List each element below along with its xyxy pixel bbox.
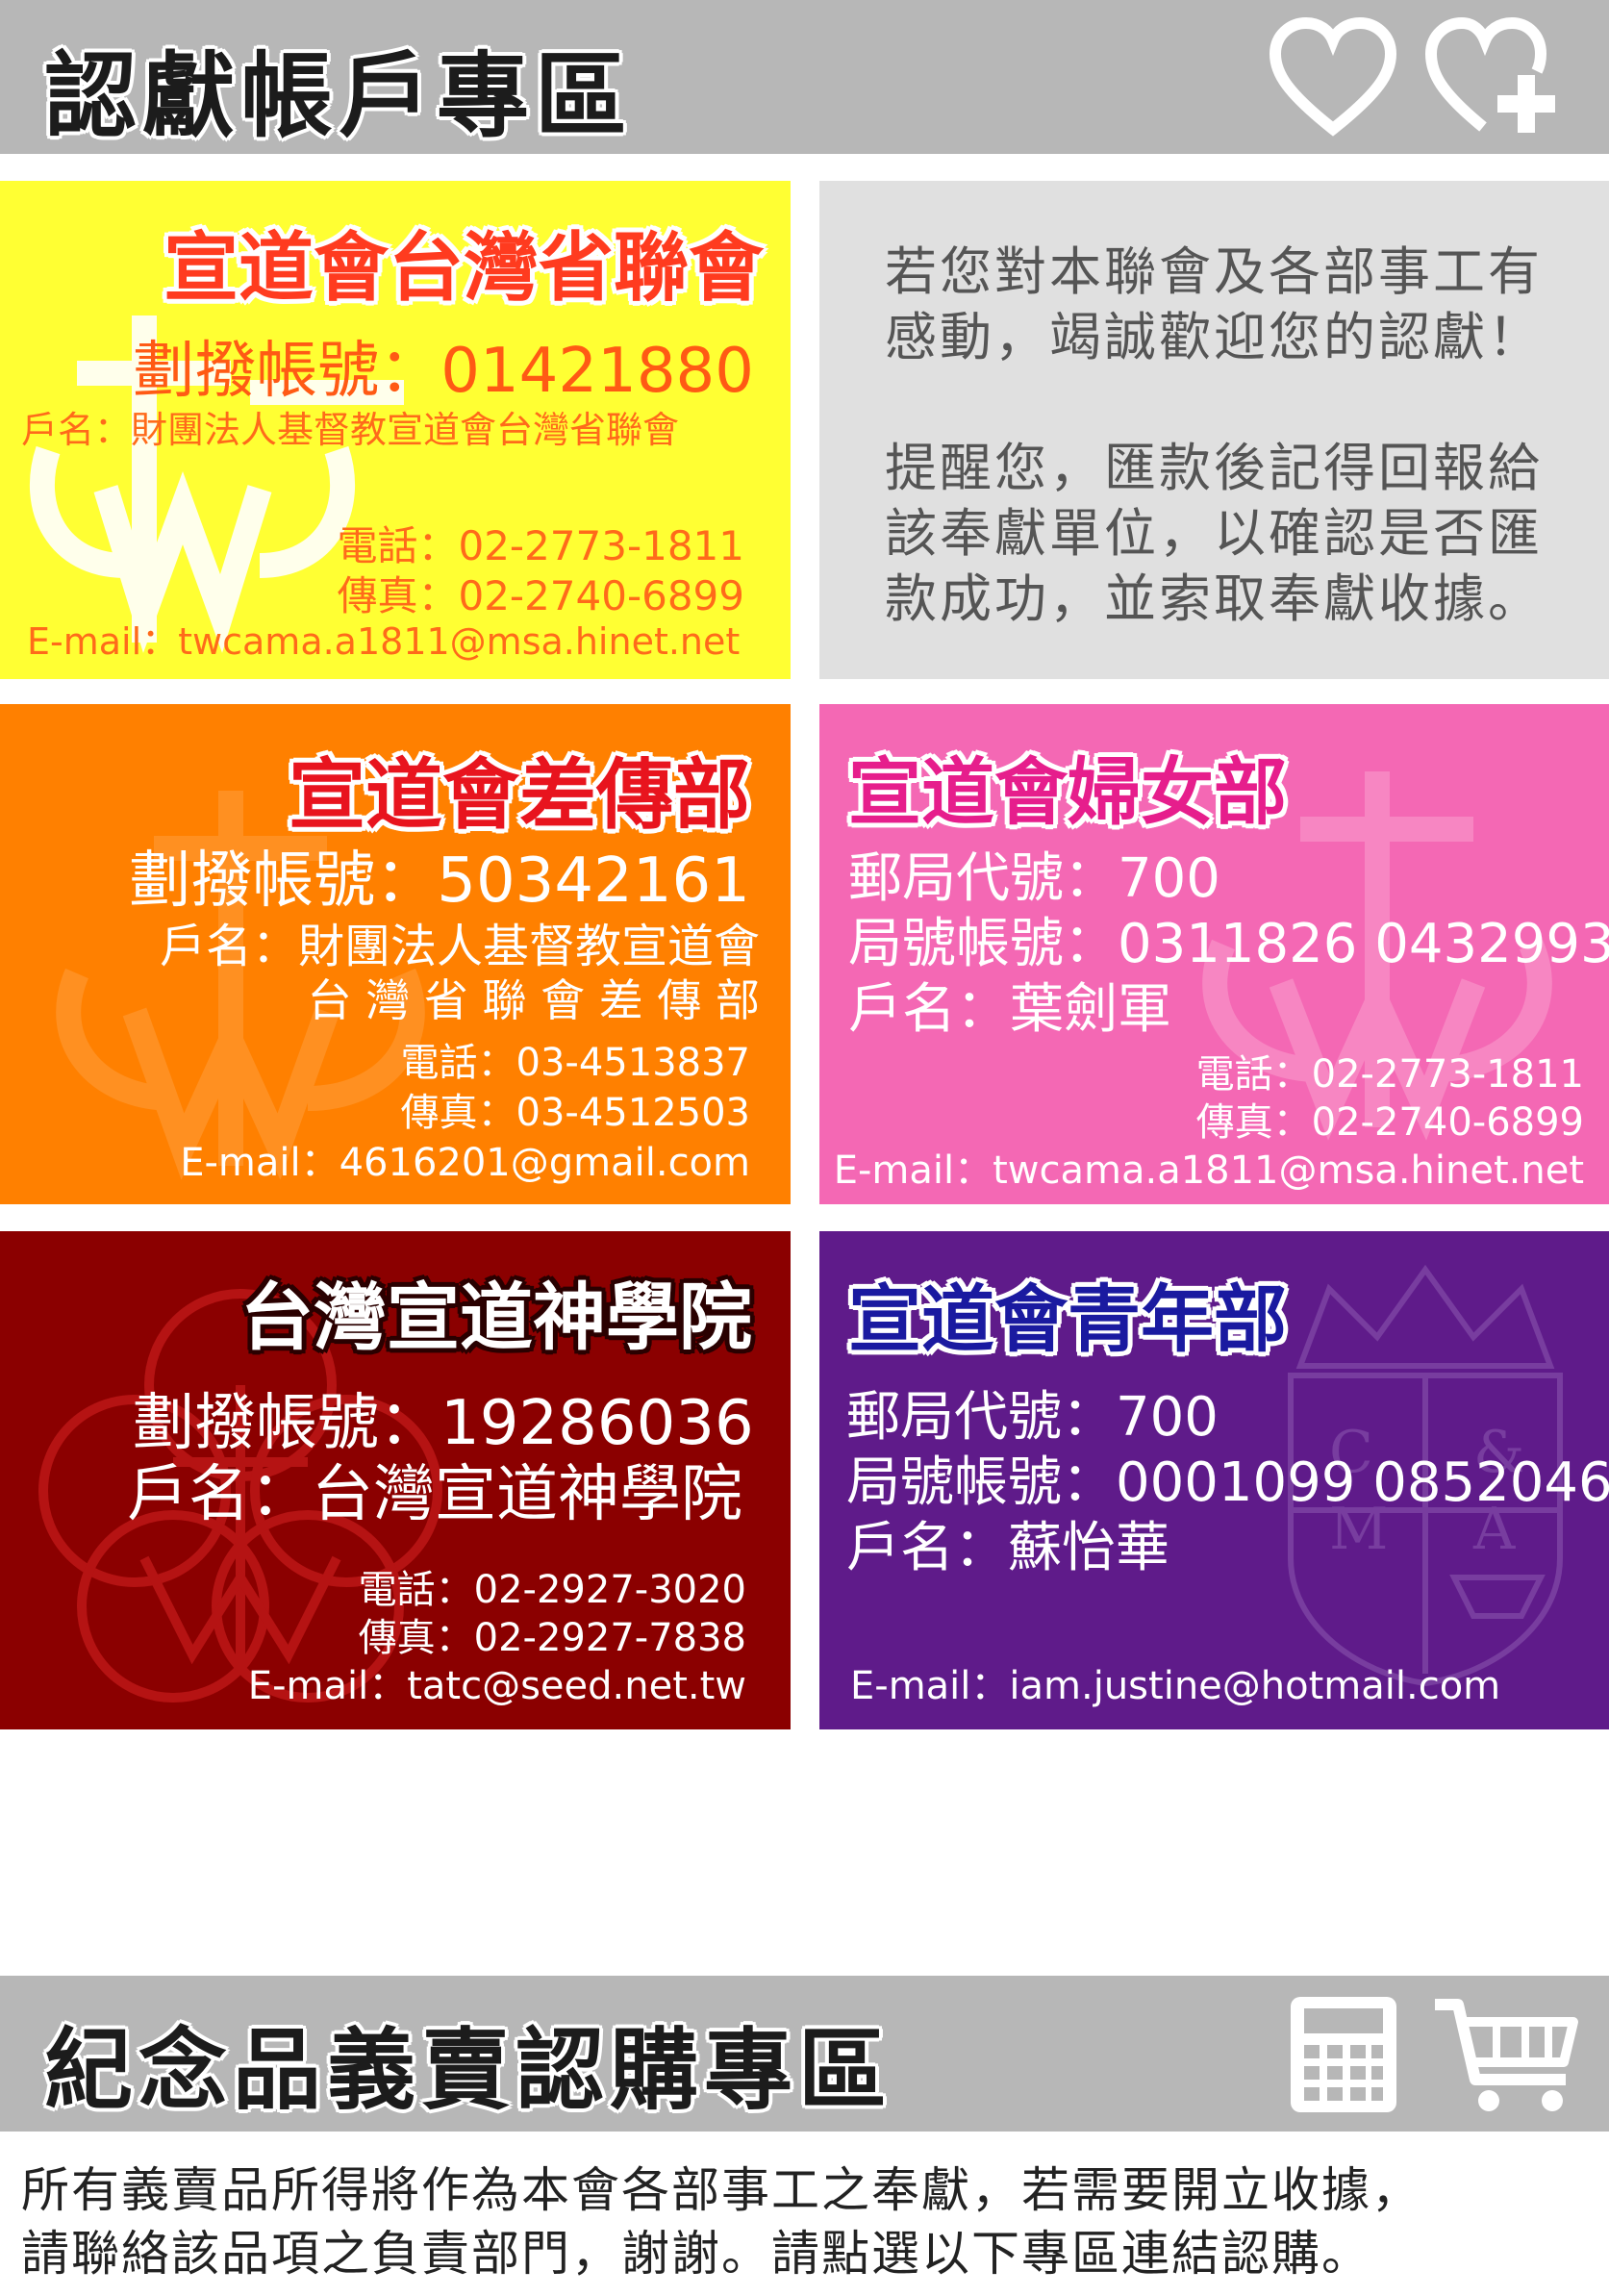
panel-title: 宣道會台灣省聯會 <box>163 225 764 312</box>
cma-logo-watermark <box>1202 771 1552 1141</box>
footer-note-line: 所有義賣品所得將作為本會各部事工之奉獻，若需要開立收據， <box>21 2162 1421 2218</box>
message-line: 款成功，並索取奉獻收據。 <box>885 568 1543 629</box>
account-number: 局號帳號：0311826 0432993 <box>848 913 1609 975</box>
account-holder: 戶名：財團法人基督教宣道會 <box>159 920 760 973</box>
account-number: 劃撥帳號：19286036 <box>133 1388 754 1459</box>
shopping-cart-icon[interactable] <box>1429 1993 1583 2118</box>
message-line: 若您對本聯會及各部事工有 <box>885 241 1543 302</box>
message-line: 該奉獻單位，以確認是否匯 <box>885 503 1543 564</box>
heart-plus-icon[interactable] <box>1423 15 1568 139</box>
account-holder: 戶名：葉劍軍 <box>848 978 1171 1041</box>
email: E-mail：twcama.a1811@msa.hinet.net <box>833 1148 1584 1193</box>
cma-logo-watermark <box>56 791 425 1180</box>
crest-letter: & <box>1473 1419 1524 1486</box>
panel-women: 宣道會婦女部 郵局代號：700 局號帳號：0311826 0432993 戶名：… <box>819 704 1609 1204</box>
phone: 電話：02-2773-1811 <box>1195 1052 1584 1097</box>
crest-watermark: C & M A <box>1288 1264 1563 1687</box>
account-holder: 戶名：台灣宣道神學院 <box>127 1459 742 1530</box>
banner-title: 紀念品義賣認購專區 <box>44 2019 893 2122</box>
message-line: 提醒您，匯款後記得回報給 <box>885 438 1543 498</box>
fax: 傳真：03-4512503 <box>400 1091 750 1135</box>
bottom-banner: 紀念品義賣認購專區 <box>0 1976 1609 2132</box>
footer-note-line: 請聯絡該品項之負責部門，謝謝。請點選以下專區連結認購。 <box>21 2226 1371 2282</box>
account-holder: 戶名：蘇怡華 <box>846 1517 1169 1579</box>
email: E-mail：tatc@seed.net.tw <box>247 1664 746 1708</box>
seminary-logo-watermark <box>38 1289 442 1703</box>
panel-title: 宣道會差傳部 <box>289 750 750 840</box>
banner-title: 認獻帳戶專區 <box>44 42 633 150</box>
postal-code: 郵局代號：700 <box>848 847 1220 910</box>
account-holder-continued: 台 灣 省 聯 會 差 傳 部 <box>307 974 760 1026</box>
postal-code: 郵局代號：700 <box>846 1386 1219 1449</box>
top-banner: 認獻帳戶專區 <box>0 0 1609 154</box>
heart-icon[interactable] <box>1268 15 1398 139</box>
panel-title: 台灣宣道神學院 <box>240 1274 752 1360</box>
panel-title: 宣道會青年部 <box>848 1276 1287 1362</box>
fax: 傳真：02-2740-6899 <box>337 572 744 619</box>
account-number: 劃撥帳號：01421880 <box>133 336 754 407</box>
crest-letter: C <box>1329 1419 1373 1486</box>
crest-letter: A <box>1472 1496 1516 1563</box>
fax: 傳真：02-2740-6899 <box>1195 1100 1584 1145</box>
email: E-mail：4616201@gmail.com <box>180 1141 750 1185</box>
phone: 電話：03-4513837 <box>400 1041 750 1085</box>
fax: 傳真：02-2927-7838 <box>358 1616 746 1660</box>
phone: 電話：02-2927-3020 <box>358 1568 746 1612</box>
panel-provincial: 宣道會台灣省聯會 劃撥帳號：01421880 戶名：財團法人基督教宣道會台灣省聯… <box>0 181 791 679</box>
account-number: 局號帳號：0001099 0852046 <box>846 1451 1609 1514</box>
phone: 電話：02-2773-1811 <box>337 522 744 569</box>
panel-message: 若您對本聯會及各部事工有 感動，竭誠歡迎您的認獻！ 提醒您，匯款後記得回報給 該… <box>819 181 1609 679</box>
message-line: 感動，竭誠歡迎您的認獻！ <box>885 307 1543 367</box>
crest-letter: M <box>1329 1496 1388 1563</box>
email: E-mail：iam.justine@hotmail.com <box>850 1664 1501 1708</box>
panel-youth: C & M A 宣道會青年部 郵局代號：700 局號帳號：0001099 085… <box>819 1231 1609 1729</box>
email: E-mail：twcama.a1811@msa.hinet.net <box>27 620 741 663</box>
panel-missions: 宣道會差傳部 劃撥帳號：50342161 戶名：財團法人基督教宣道會 台 灣 省… <box>0 704 791 1204</box>
account-number: 劃撥帳號：50342161 <box>129 845 750 917</box>
panel-title: 宣道會婦女部 <box>848 749 1287 835</box>
panel-seminary: 台灣宣道神學院 劃撥帳號：19286036 戶名：台灣宣道神學院 電話：02-2… <box>0 1231 791 1729</box>
calculator-icon[interactable] <box>1287 1993 1400 2116</box>
account-holder: 戶名：財團法人基督教宣道會台灣省聯會 <box>21 409 680 451</box>
cma-logo-watermark <box>29 315 404 653</box>
